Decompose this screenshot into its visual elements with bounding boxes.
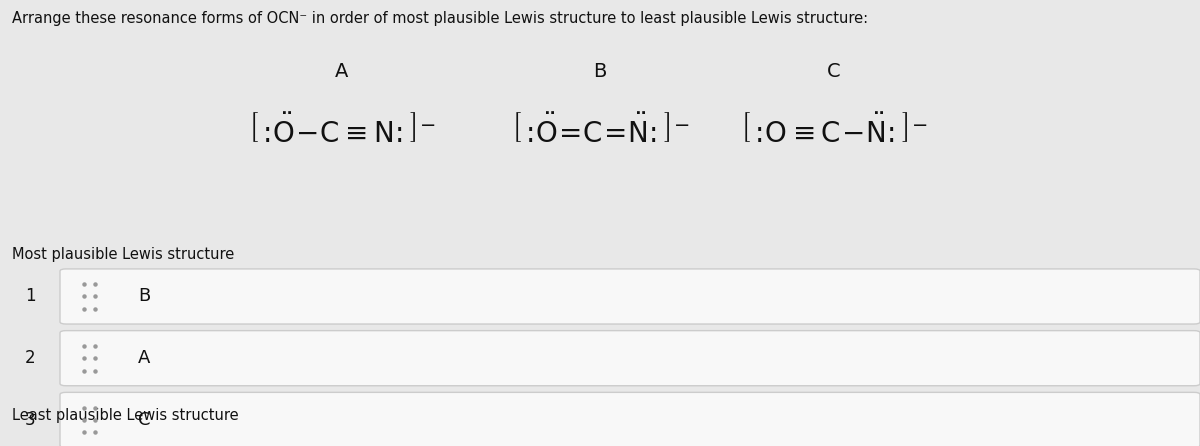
Text: A: A bbox=[138, 349, 150, 367]
FancyBboxPatch shape bbox=[60, 269, 1200, 324]
Text: Most plausible Lewis structure: Most plausible Lewis structure bbox=[12, 247, 234, 262]
Text: $\left[{:\!\ddot{\mathrm{O}}\!=\!\mathrm{C}\!=\!\ddot{\mathrm{N}}\!:}\right]^{-}: $\left[{:\!\ddot{\mathrm{O}}\!=\!\mathrm… bbox=[511, 115, 689, 149]
Text: C: C bbox=[138, 411, 150, 429]
Text: 1: 1 bbox=[25, 288, 35, 306]
Text: Least plausible Lewis structure: Least plausible Lewis structure bbox=[12, 408, 239, 423]
FancyBboxPatch shape bbox=[60, 330, 1200, 386]
Text: $\left[{:\!\ddot{\mathrm{O}}\!-\!\mathrm{C}{\equiv}\mathrm{N}\!:}\right]^{-}$: $\left[{:\!\ddot{\mathrm{O}}\!-\!\mathrm… bbox=[248, 115, 436, 149]
Text: B: B bbox=[138, 288, 150, 306]
Text: 2: 2 bbox=[25, 349, 35, 367]
FancyBboxPatch shape bbox=[60, 392, 1200, 446]
Text: Arrange these resonance forms of OCN⁻ in order of most plausible Lewis structure: Arrange these resonance forms of OCN⁻ in… bbox=[12, 11, 868, 26]
Text: B: B bbox=[593, 62, 607, 81]
Text: A: A bbox=[335, 62, 349, 81]
Text: C: C bbox=[827, 62, 841, 81]
Text: 3: 3 bbox=[25, 411, 35, 429]
Text: $\left[{:\!\mathrm{O}{\equiv}\mathrm{C}\!-\!\ddot{\mathrm{N}}\!:}\right]^{-}$: $\left[{:\!\mathrm{O}{\equiv}\mathrm{C}\… bbox=[740, 115, 928, 149]
